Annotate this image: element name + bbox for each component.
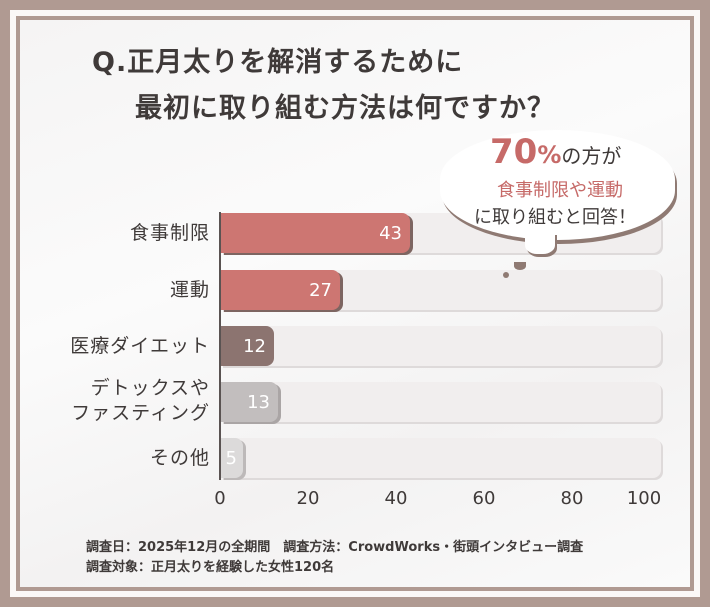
category-label: 食事制限: [129, 222, 210, 244]
bar-track: [221, 326, 661, 366]
y-axis-line: [219, 212, 221, 480]
chart-title-line1: Q.正月太りを解消するために: [92, 47, 464, 78]
x-tick-label: 100: [626, 488, 662, 509]
category-label: その他: [149, 447, 210, 469]
survey-info-line2: 調査対象：正月太りを経験した女性120名: [86, 560, 335, 575]
bar-value-label: 12: [243, 335, 266, 357]
speech-bubble-tail: [525, 232, 555, 254]
x-tick-label: 20: [296, 488, 320, 509]
survey-info-line1: 調査日：2025年12月の全期間 調査方法：CrowdWorks・街頭インタビュ…: [86, 540, 584, 555]
bar-track: [221, 382, 661, 422]
x-tick-label: 80: [560, 488, 584, 509]
bar-diet: 43: [221, 213, 410, 253]
bubble-dot: [503, 272, 509, 278]
bar-track: [221, 438, 661, 478]
callout-line3: に取り組むと回答！: [474, 207, 636, 228]
bar-medical-diet: 12: [221, 326, 274, 366]
callout-line2: 食事制限や運動: [497, 180, 623, 201]
category-label: 医療ダイエット: [70, 335, 210, 357]
bubble-dot: [514, 262, 526, 270]
callout-line1: 70%の方が: [490, 132, 622, 172]
speech-bubble: [440, 130, 675, 240]
bar-other: 5: [221, 438, 243, 478]
x-tick-label: 0: [214, 488, 226, 509]
category-label: デトックスや ファスティング: [71, 377, 210, 424]
bar-value-label: 27: [309, 279, 332, 301]
bar-value-label: 13: [247, 391, 270, 413]
bar-value-label: 43: [379, 222, 402, 244]
bar-value-label: 5: [225, 447, 237, 469]
bar-detox-fasting: 13: [221, 382, 278, 422]
bar-exercise: 27: [221, 270, 340, 310]
category-label: 運動: [169, 279, 210, 301]
chart-title-line2: 最初に取り組む方法は何ですか？: [135, 93, 555, 124]
x-tick-label: 60: [472, 488, 496, 509]
x-tick-label: 40: [384, 488, 408, 509]
